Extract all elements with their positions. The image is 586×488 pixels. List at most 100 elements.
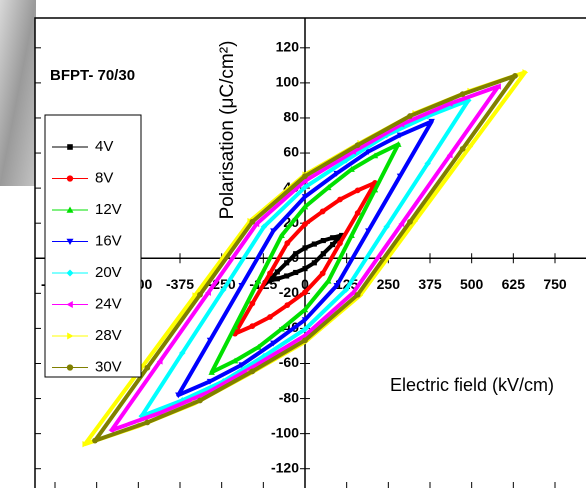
y-axis-label: Polarisation (μC/cm²) [217, 41, 238, 220]
data-point [348, 166, 355, 172]
data-point [428, 118, 435, 125]
x-tick-label: 0 [301, 276, 309, 292]
data-point [238, 362, 245, 369]
data-point [270, 228, 277, 235]
data-point [302, 173, 308, 180]
data-point [330, 242, 336, 248]
x-tick-label: 500 [460, 276, 484, 292]
data-point [278, 325, 285, 332]
data-point [92, 437, 98, 444]
data-point [365, 228, 372, 235]
data-point [302, 289, 308, 296]
data-point [320, 251, 326, 257]
data-point [302, 245, 308, 251]
data-point [302, 337, 308, 344]
data-point [354, 142, 361, 149]
data-point [301, 194, 309, 200]
data-point [320, 237, 326, 244]
data-point [522, 69, 529, 76]
data-point [156, 358, 163, 365]
legend-label: 8V [95, 169, 113, 186]
data-point [249, 323, 256, 330]
data-point [311, 241, 317, 247]
legend-box [44, 114, 142, 378]
data-point [274, 276, 280, 282]
y-tick-label: 100 [276, 74, 300, 90]
data-point [330, 235, 336, 241]
y-tick-label: -100 [271, 424, 299, 440]
data-point [179, 349, 186, 357]
y-tick-label: -20 [279, 284, 299, 300]
data-point [249, 218, 256, 225]
chart-title: BFPT- 70/30 [50, 67, 135, 84]
data-point [333, 170, 340, 177]
legend-marker [66, 206, 74, 213]
data-point [267, 314, 273, 320]
legend-marker [67, 144, 73, 150]
data-point [371, 186, 379, 193]
data-point [407, 218, 413, 225]
legend-marker [66, 175, 74, 182]
data-point [354, 210, 361, 216]
x-tick-label: 625 [502, 276, 526, 292]
data-point [383, 223, 390, 230]
data-point [446, 151, 453, 159]
legend-marker [66, 269, 74, 277]
data-point [274, 269, 280, 275]
data-point [302, 266, 308, 272]
legend-label: 16V [95, 232, 122, 249]
data-point [337, 240, 343, 247]
legend-label: 12V [95, 201, 122, 218]
data-point [396, 132, 404, 139]
data-point [301, 177, 308, 185]
x-axis-label: Electric field (kV/cm) [390, 375, 554, 395]
data-point [467, 143, 474, 150]
data-point [342, 157, 350, 164]
y-tick-label: 80 [283, 109, 299, 125]
data-point [395, 141, 402, 147]
data-point [255, 343, 262, 350]
data-point [319, 208, 326, 215]
data-point [284, 240, 291, 247]
data-point [398, 220, 405, 228]
legend-label: 30V [95, 358, 122, 375]
data-point [424, 160, 431, 167]
x-tick-label: 750 [543, 276, 567, 292]
data-point [371, 152, 379, 159]
data-point [284, 260, 290, 266]
data-point [192, 292, 199, 299]
data-point [446, 100, 453, 107]
data-point [267, 270, 273, 277]
legend-marker [66, 364, 74, 371]
data-point [350, 289, 356, 296]
legend-marker [66, 301, 73, 308]
data-point [284, 302, 291, 308]
data-point [82, 440, 89, 448]
legend-marker [66, 238, 74, 245]
data-point [459, 145, 466, 152]
x-label-bg [373, 372, 573, 398]
photo-fragment [0, 0, 36, 186]
data-point [144, 419, 151, 426]
data-point [350, 148, 356, 155]
data-point [301, 306, 309, 313]
y-tick-label: 60 [283, 144, 299, 160]
data-point [206, 378, 214, 385]
data-point [301, 326, 309, 333]
data-point [398, 121, 405, 128]
data-point [342, 286, 350, 294]
data-point [333, 283, 340, 289]
data-point [220, 286, 227, 294]
data-point [459, 91, 466, 97]
data-point [337, 196, 343, 203]
data-point [206, 337, 214, 344]
data-point [301, 317, 309, 324]
data-point [231, 357, 239, 364]
data-point [175, 392, 182, 399]
data-point [231, 323, 239, 330]
data-point [302, 221, 308, 228]
data-point [208, 369, 215, 375]
data-point [396, 173, 404, 180]
data-point [249, 368, 256, 375]
legend-marker [67, 332, 74, 340]
